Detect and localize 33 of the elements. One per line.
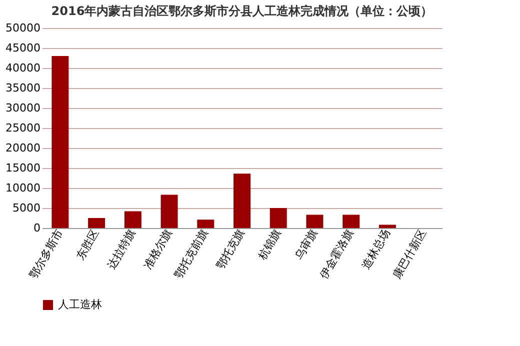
y-tick-label: 15000 <box>6 162 40 174</box>
legend-label: 人工造林 <box>58 298 102 311</box>
y-tick-label: 35000 <box>6 82 40 94</box>
y-tick-label: 50000 <box>6 22 40 34</box>
y-tick-label: 45000 <box>6 42 40 54</box>
x-tick-label: 乌审旗 <box>292 227 320 262</box>
bar <box>52 56 69 228</box>
x-tick-label: 鄂托克旗 <box>214 227 248 272</box>
x-tick-label: 造林总场 <box>359 227 393 272</box>
bar <box>160 194 178 228</box>
x-tick-label: 伊金霍洛旗 <box>318 227 356 282</box>
y-tick-label: 0 <box>34 222 40 234</box>
x-tick-label: 东胜区 <box>74 227 102 262</box>
bar <box>342 214 360 228</box>
bar <box>124 211 142 228</box>
bar <box>306 214 324 228</box>
y-tick-label: 25000 <box>6 122 40 134</box>
bar <box>378 224 396 228</box>
x-tick-label: 达拉特旗 <box>104 227 138 272</box>
bar <box>88 218 106 228</box>
y-tick-label: 30000 <box>6 102 40 114</box>
x-tick-label: 康巴什新区 <box>390 227 430 282</box>
y-tick-label: 40000 <box>6 62 40 74</box>
y-tick-label: 10000 <box>6 182 40 194</box>
bar <box>234 174 250 228</box>
y-tick-label: 20000 <box>6 142 40 154</box>
x-tick-label: 杭锦旗 <box>255 227 284 263</box>
y-tick-label: 5000 <box>12 202 40 214</box>
chart-title: 2016年内蒙古自治区鄂尔多斯市分县人工造林完成情况（单位：公顷） <box>51 4 433 18</box>
x-tick-label: 鄂托克前旗 <box>172 227 211 282</box>
bar <box>197 220 214 228</box>
bar <box>270 208 287 228</box>
x-tick-label: 准格尔旗 <box>141 227 174 272</box>
